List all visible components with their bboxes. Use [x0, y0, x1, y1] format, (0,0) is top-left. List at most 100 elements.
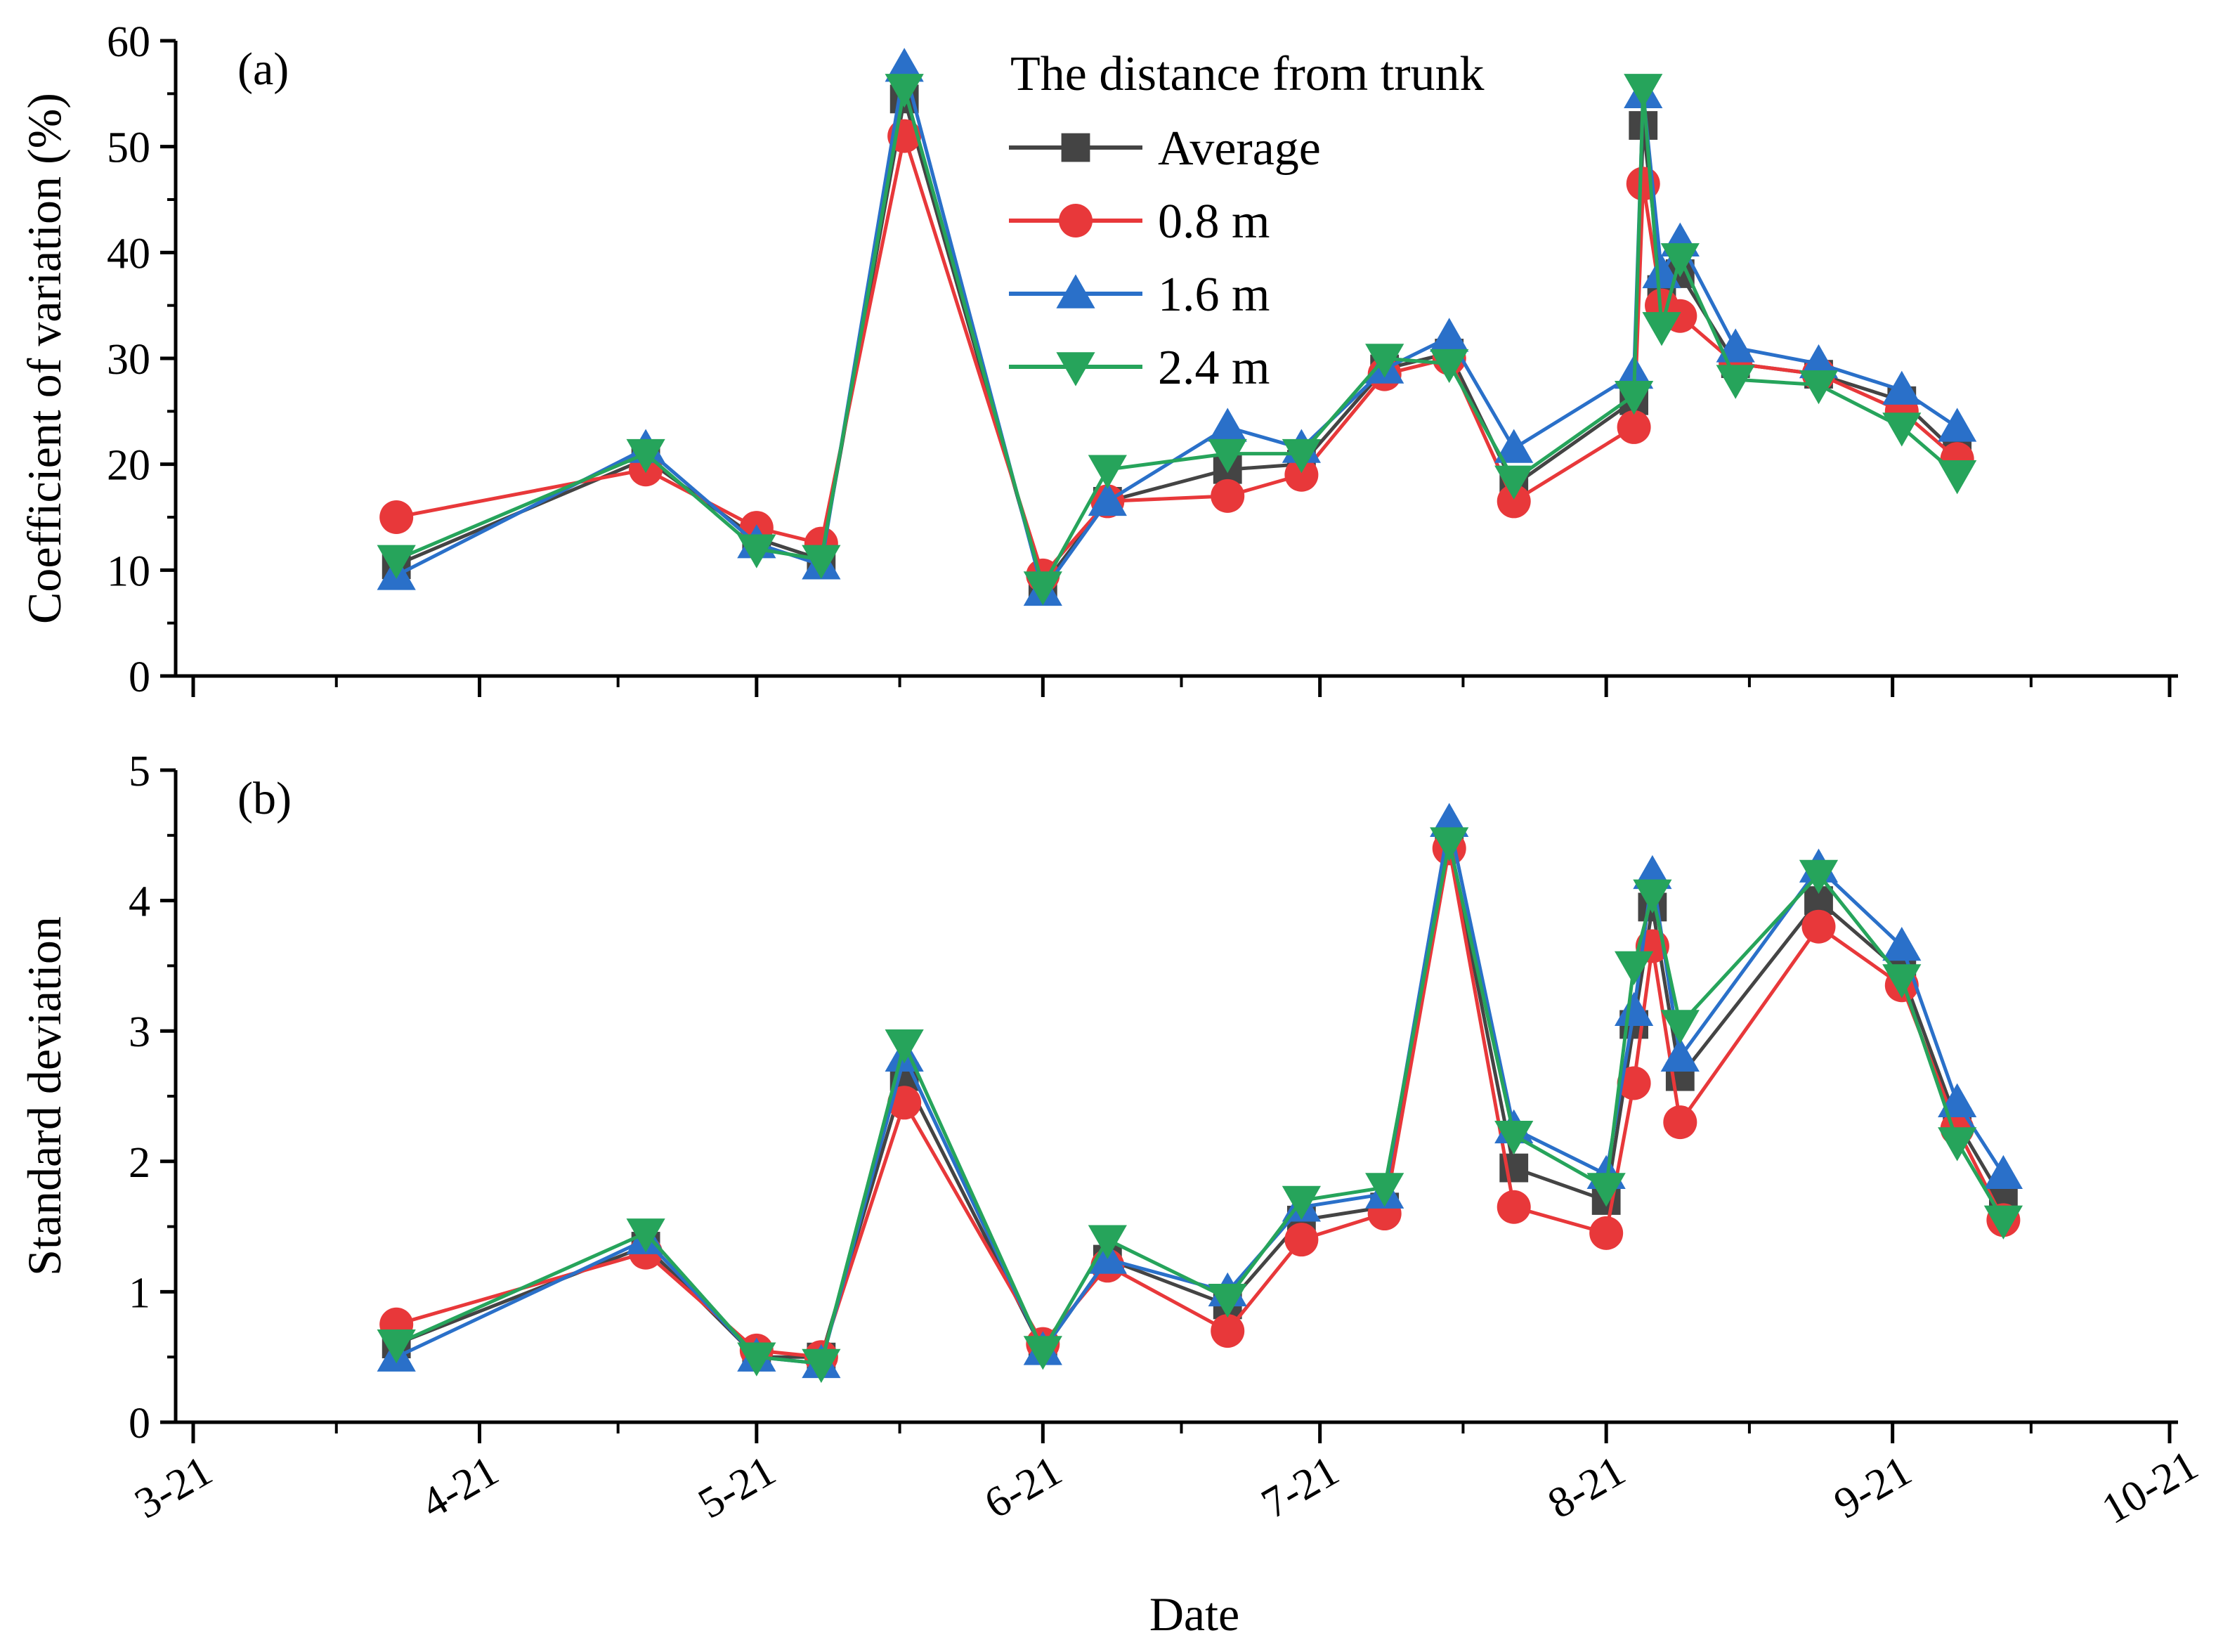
series-2-4-m	[377, 74, 1977, 606]
data-point	[1211, 1314, 1245, 1348]
legend-label: 1.6 m	[1158, 268, 1270, 322]
data-point	[1023, 1336, 1062, 1370]
y-tick-label: 10	[107, 547, 150, 595]
data-point	[1624, 74, 1663, 108]
data-point	[1211, 479, 1245, 513]
data-point	[1430, 827, 1469, 861]
legend-item: Average	[1009, 122, 1321, 176]
data-point	[1494, 465, 1534, 500]
data-point	[1208, 438, 1247, 474]
y-tick-label: 60	[107, 18, 150, 66]
data-point	[1882, 926, 1922, 961]
y-tick-label: 50	[107, 124, 150, 172]
data-point	[1088, 481, 1127, 516]
panel-label: (a)	[237, 44, 289, 95]
series-line	[396, 840, 2005, 1365]
data-point	[626, 1218, 665, 1253]
legend-item: 2.4 m	[1009, 341, 1270, 395]
data-point	[885, 1029, 924, 1064]
legend-label: 0.8 m	[1158, 195, 1270, 249]
data-point	[1799, 370, 1839, 405]
data-point	[1882, 412, 1922, 447]
legend-marker	[1059, 204, 1093, 238]
data-point	[626, 438, 665, 474]
y-tick-label: 0	[129, 653, 150, 701]
data-point	[377, 1329, 416, 1364]
data-point	[1716, 365, 1755, 399]
y-tick-label: 1	[129, 1269, 150, 1317]
data-point	[1365, 1173, 1404, 1207]
data-point	[1614, 991, 1654, 1027]
data-point	[1938, 460, 1977, 495]
data-point	[1282, 438, 1321, 474]
data-point	[1799, 859, 1839, 895]
data-point	[1799, 344, 1839, 379]
data-point	[1494, 429, 1534, 463]
data-point	[1614, 951, 1654, 985]
data-point	[1284, 457, 1319, 492]
data-point	[1282, 1185, 1321, 1221]
y-tick-label: 0	[129, 1400, 150, 1448]
y-tick-label: 20	[107, 442, 150, 490]
y-tick-label: 40	[107, 230, 150, 278]
x-axis-title: Date	[1149, 1587, 1239, 1641]
data-point	[1617, 1066, 1651, 1100]
data-point	[1430, 318, 1469, 352]
data-point	[1642, 254, 1681, 289]
data-point	[1801, 909, 1836, 944]
data-point	[1716, 328, 1755, 363]
data-point	[1208, 408, 1247, 442]
data-point	[1023, 571, 1062, 606]
y-tick-label: 5	[129, 748, 150, 795]
data-point	[1938, 1127, 1977, 1162]
series-line	[396, 86, 1959, 588]
data-point	[1497, 1190, 1531, 1224]
data-point	[885, 74, 924, 108]
y-axis-title: Standard deviation	[18, 916, 71, 1276]
data-point	[1660, 1037, 1700, 1072]
data-point	[1938, 408, 1977, 442]
legend: The distance from trunk Average 0.8 m 1.6 m…	[1009, 47, 1485, 395]
data-point	[1586, 1173, 1626, 1207]
data-point	[379, 500, 414, 534]
data-point	[1365, 344, 1404, 378]
data-point	[1589, 1216, 1624, 1250]
y-axis-title: Coefficient of variation (%)	[18, 93, 71, 624]
data-point	[1642, 312, 1681, 346]
panel-label: (b)	[237, 773, 292, 824]
data-point	[1633, 879, 1672, 913]
data-point	[1882, 370, 1922, 405]
data-point	[1284, 1223, 1319, 1257]
data-point	[1983, 1155, 2023, 1190]
legend-item: 1.6 m	[1009, 268, 1270, 322]
y-tick-label: 3	[129, 1008, 150, 1056]
data-point	[1497, 484, 1531, 519]
y-tick-label: 30	[107, 336, 150, 384]
data-point	[737, 534, 776, 568]
data-point	[885, 48, 924, 82]
legend-marker	[1056, 274, 1095, 308]
legend-item: 0.8 m	[1009, 195, 1270, 249]
data-point	[1660, 1010, 1700, 1044]
data-point	[1494, 1120, 1534, 1155]
data-point	[1882, 964, 1922, 999]
data-point	[1983, 1205, 2023, 1240]
data-point	[1660, 243, 1700, 278]
data-point	[1208, 1283, 1247, 1318]
data-point	[1617, 410, 1651, 444]
y-tick-label: 2	[129, 1139, 150, 1187]
data-point	[1614, 381, 1654, 415]
data-point	[1088, 1225, 1127, 1259]
legend-marker	[1061, 133, 1090, 162]
panel-a: 0 10 20 30 40 50 60 Coefficient of variation (%…	[18, 18, 2178, 701]
data-point	[802, 1348, 841, 1384]
series-2-4-m	[377, 827, 2023, 1384]
legend-title: The distance from trunk	[1010, 47, 1485, 101]
data-point	[1663, 1105, 1697, 1140]
data-point	[1430, 349, 1469, 384]
legend-marker	[1056, 352, 1095, 386]
data-point	[1088, 455, 1127, 489]
